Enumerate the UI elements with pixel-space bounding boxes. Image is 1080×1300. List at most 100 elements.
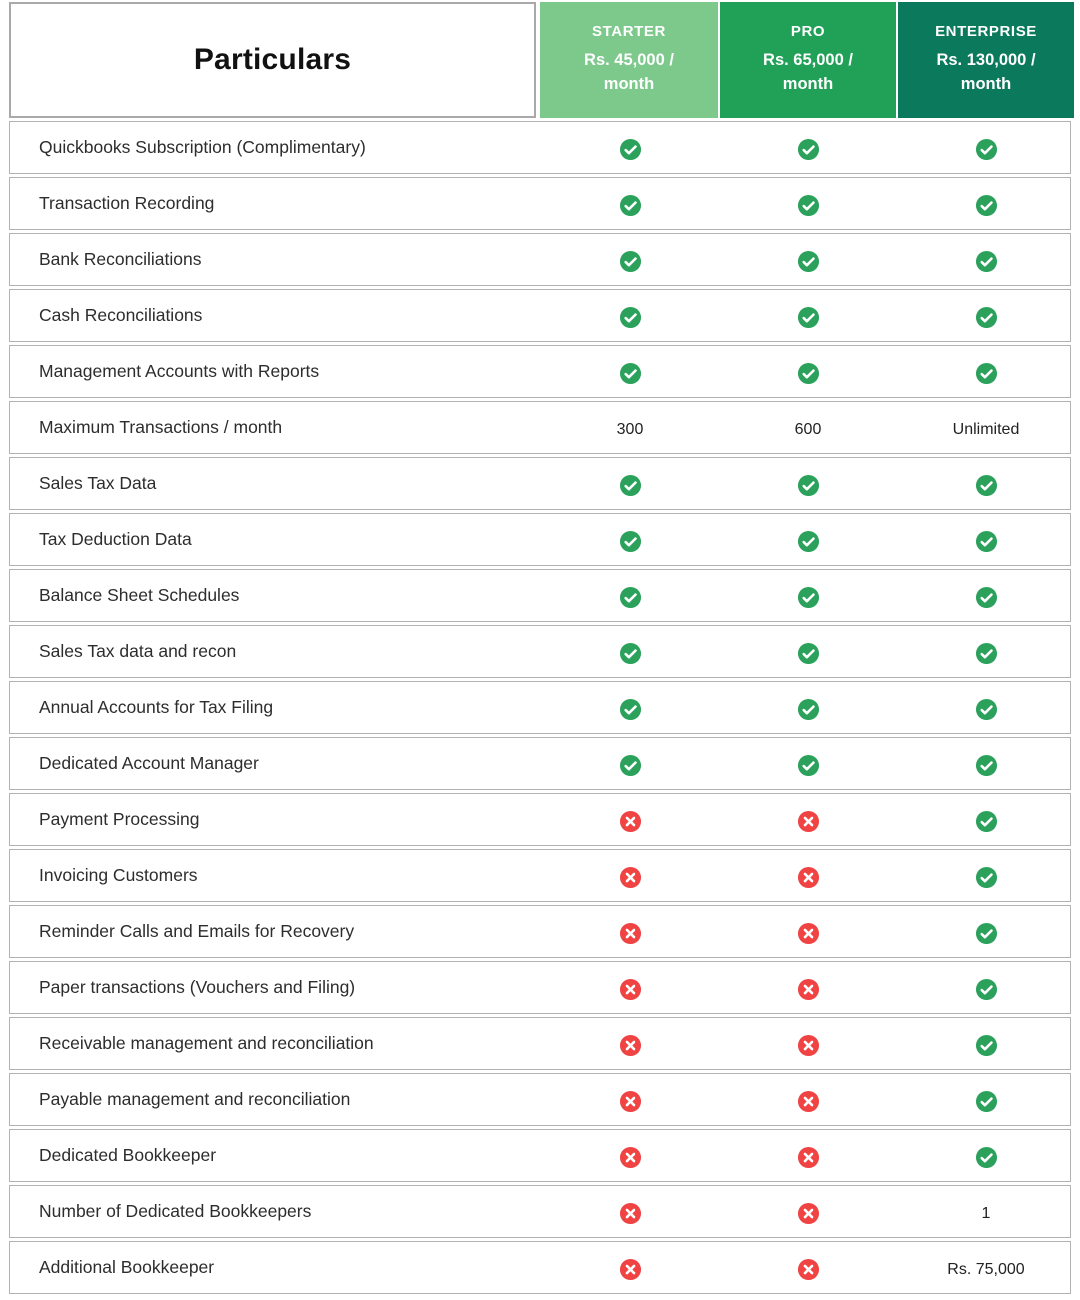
starter-cell <box>541 682 719 733</box>
check-icon <box>975 1146 998 1169</box>
pro-cell <box>719 738 897 789</box>
check-icon <box>975 754 998 777</box>
feature-label: Cash Reconciliations <box>39 305 203 325</box>
check-icon <box>975 194 998 217</box>
check-icon <box>975 1090 998 1113</box>
feature-label: Bank Reconciliations <box>39 249 202 269</box>
starter-cell <box>541 458 719 509</box>
starter-cell <box>541 570 719 621</box>
feature-label: Sales Tax data and recon <box>39 641 237 661</box>
starter-cell <box>541 738 719 789</box>
table-row: Sales Tax data and recon <box>9 625 1071 678</box>
feature-label: Payable management and reconciliation <box>39 1089 351 1109</box>
cross-icon <box>797 978 820 1001</box>
enterprise-cell <box>897 962 1075 1013</box>
check-icon <box>797 250 820 273</box>
pro-cell <box>719 290 897 341</box>
pro-cell <box>719 514 897 565</box>
plan-price: Rs. 45,000 / month <box>584 51 674 93</box>
cross-icon <box>797 866 820 889</box>
enterprise-cell <box>897 234 1075 285</box>
table-row: Payable management and reconciliation <box>9 1073 1071 1126</box>
pro-cell <box>719 122 897 173</box>
check-icon <box>797 474 820 497</box>
feature-label: Dedicated Account Manager <box>39 753 259 773</box>
plan-name: ENTERPRISE <box>935 23 1037 41</box>
starter-cell <box>541 178 719 229</box>
pro-cell <box>719 626 897 677</box>
check-icon <box>619 586 642 609</box>
starter-cell <box>541 962 719 1013</box>
check-icon <box>975 978 998 1001</box>
enterprise-cell <box>897 794 1075 845</box>
enterprise-cell <box>897 1130 1075 1181</box>
plan-price: Rs. 65,000 / month <box>763 51 853 93</box>
check-icon <box>975 698 998 721</box>
feature-label: Maximum Transactions / month <box>39 417 283 437</box>
cell-value: Unlimited <box>952 420 1020 438</box>
feature-label: Additional Bookkeeper <box>39 1257 215 1277</box>
feature-label: Dedicated Bookkeeper <box>39 1145 217 1165</box>
check-icon <box>797 754 820 777</box>
pro-cell <box>719 234 897 285</box>
check-icon <box>797 138 820 161</box>
enterprise-cell: 1 <box>897 1186 1075 1237</box>
check-icon <box>619 474 642 497</box>
table-row: Additional Bookkeeper Rs. 75,000 <box>9 1241 1071 1294</box>
starter-cell <box>541 1130 719 1181</box>
check-icon <box>797 530 820 553</box>
table-row: Invoicing Customers <box>9 849 1071 902</box>
cross-icon <box>619 866 642 889</box>
feature-label: Sales Tax Data <box>39 473 157 493</box>
cross-icon <box>619 978 642 1001</box>
starter-cell <box>541 1074 719 1125</box>
starter-cell <box>541 794 719 845</box>
check-icon <box>619 306 642 329</box>
pro-cell <box>719 1018 897 1069</box>
pro-cell: 600 <box>719 402 897 453</box>
starter-cell <box>541 850 719 901</box>
feature-label: Tax Deduction Data <box>39 529 192 549</box>
table-row: Tax Deduction Data <box>9 513 1071 566</box>
check-icon <box>975 922 998 945</box>
table-row: Receivable management and reconciliation <box>9 1017 1071 1070</box>
cross-icon <box>797 1090 820 1113</box>
enterprise-cell <box>897 738 1075 789</box>
enterprise-cell <box>897 346 1075 397</box>
check-icon <box>797 698 820 721</box>
plan-header-pro: PRO Rs. 65,000 / month <box>718 2 896 118</box>
cross-icon <box>797 1146 820 1169</box>
cell-value: Rs. 75,000 <box>947 1260 1025 1278</box>
feature-label: Annual Accounts for Tax Filing <box>39 697 274 717</box>
pro-cell <box>719 346 897 397</box>
check-icon <box>619 250 642 273</box>
pro-cell <box>719 570 897 621</box>
table-row: Management Accounts with Reports <box>9 345 1071 398</box>
check-icon <box>975 362 998 385</box>
pro-cell <box>719 178 897 229</box>
check-icon <box>797 362 820 385</box>
table-row: Maximum Transactions / month 300 600 Unl… <box>9 401 1071 454</box>
feature-label: Number of Dedicated Bookkeepers <box>39 1201 312 1221</box>
cross-icon <box>619 922 642 945</box>
check-icon <box>975 474 998 497</box>
starter-cell <box>541 514 719 565</box>
check-icon <box>619 530 642 553</box>
enterprise-cell <box>897 626 1075 677</box>
plan-price: Rs. 130,000 / month <box>936 51 1036 93</box>
table-row: Transaction Recording <box>9 177 1071 230</box>
particulars-header: Particulars <box>9 2 536 118</box>
pro-cell <box>719 1242 897 1293</box>
check-icon <box>797 642 820 665</box>
enterprise-cell <box>897 1074 1075 1125</box>
check-icon <box>975 138 998 161</box>
table-row: Balance Sheet Schedules <box>9 569 1071 622</box>
starter-cell <box>541 1018 719 1069</box>
feature-label: Quickbooks Subscription (Complimentary) <box>39 137 366 157</box>
table-header: Particulars STARTER Rs. 45,000 / month P… <box>9 2 1074 118</box>
feature-label: Payment Processing <box>39 809 200 829</box>
cross-icon <box>619 1202 642 1225</box>
check-icon <box>619 642 642 665</box>
enterprise-cell <box>897 682 1075 733</box>
